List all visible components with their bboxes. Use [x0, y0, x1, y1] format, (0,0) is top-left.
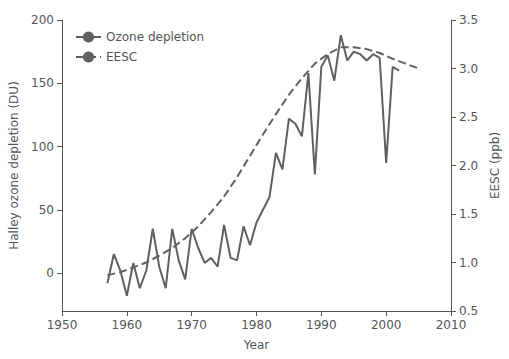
svg-text:1950: 1950 — [47, 318, 78, 332]
svg-text:EESC: EESC — [106, 50, 137, 64]
svg-text:50: 50 — [39, 203, 54, 217]
svg-text:Year: Year — [243, 338, 269, 352]
svg-text:1.0: 1.0 — [459, 256, 478, 270]
svg-text:1960: 1960 — [112, 318, 143, 332]
svg-text:1970: 1970 — [176, 318, 207, 332]
svg-text:150: 150 — [31, 76, 54, 90]
svg-text:2.0: 2.0 — [459, 159, 478, 173]
svg-text:3.5: 3.5 — [459, 13, 478, 27]
svg-text:100: 100 — [31, 140, 54, 154]
svg-text:2010: 2010 — [436, 318, 467, 332]
svg-text:0: 0 — [46, 266, 54, 280]
svg-text:0.5: 0.5 — [459, 304, 478, 318]
svg-text:EESC (ppb): EESC (ppb) — [488, 132, 502, 199]
svg-text:1.5: 1.5 — [459, 207, 478, 221]
svg-text:1980: 1980 — [241, 318, 272, 332]
svg-text:2000: 2000 — [371, 318, 402, 332]
svg-text:3.0: 3.0 — [459, 62, 478, 76]
svg-text:Ozone depletion: Ozone depletion — [106, 30, 204, 44]
svg-text:Halley ozone depletion (DU): Halley ozone depletion (DU) — [7, 81, 21, 250]
svg-text:200: 200 — [31, 13, 54, 27]
svg-text:1990: 1990 — [306, 318, 337, 332]
svg-text:2.5: 2.5 — [459, 110, 478, 124]
